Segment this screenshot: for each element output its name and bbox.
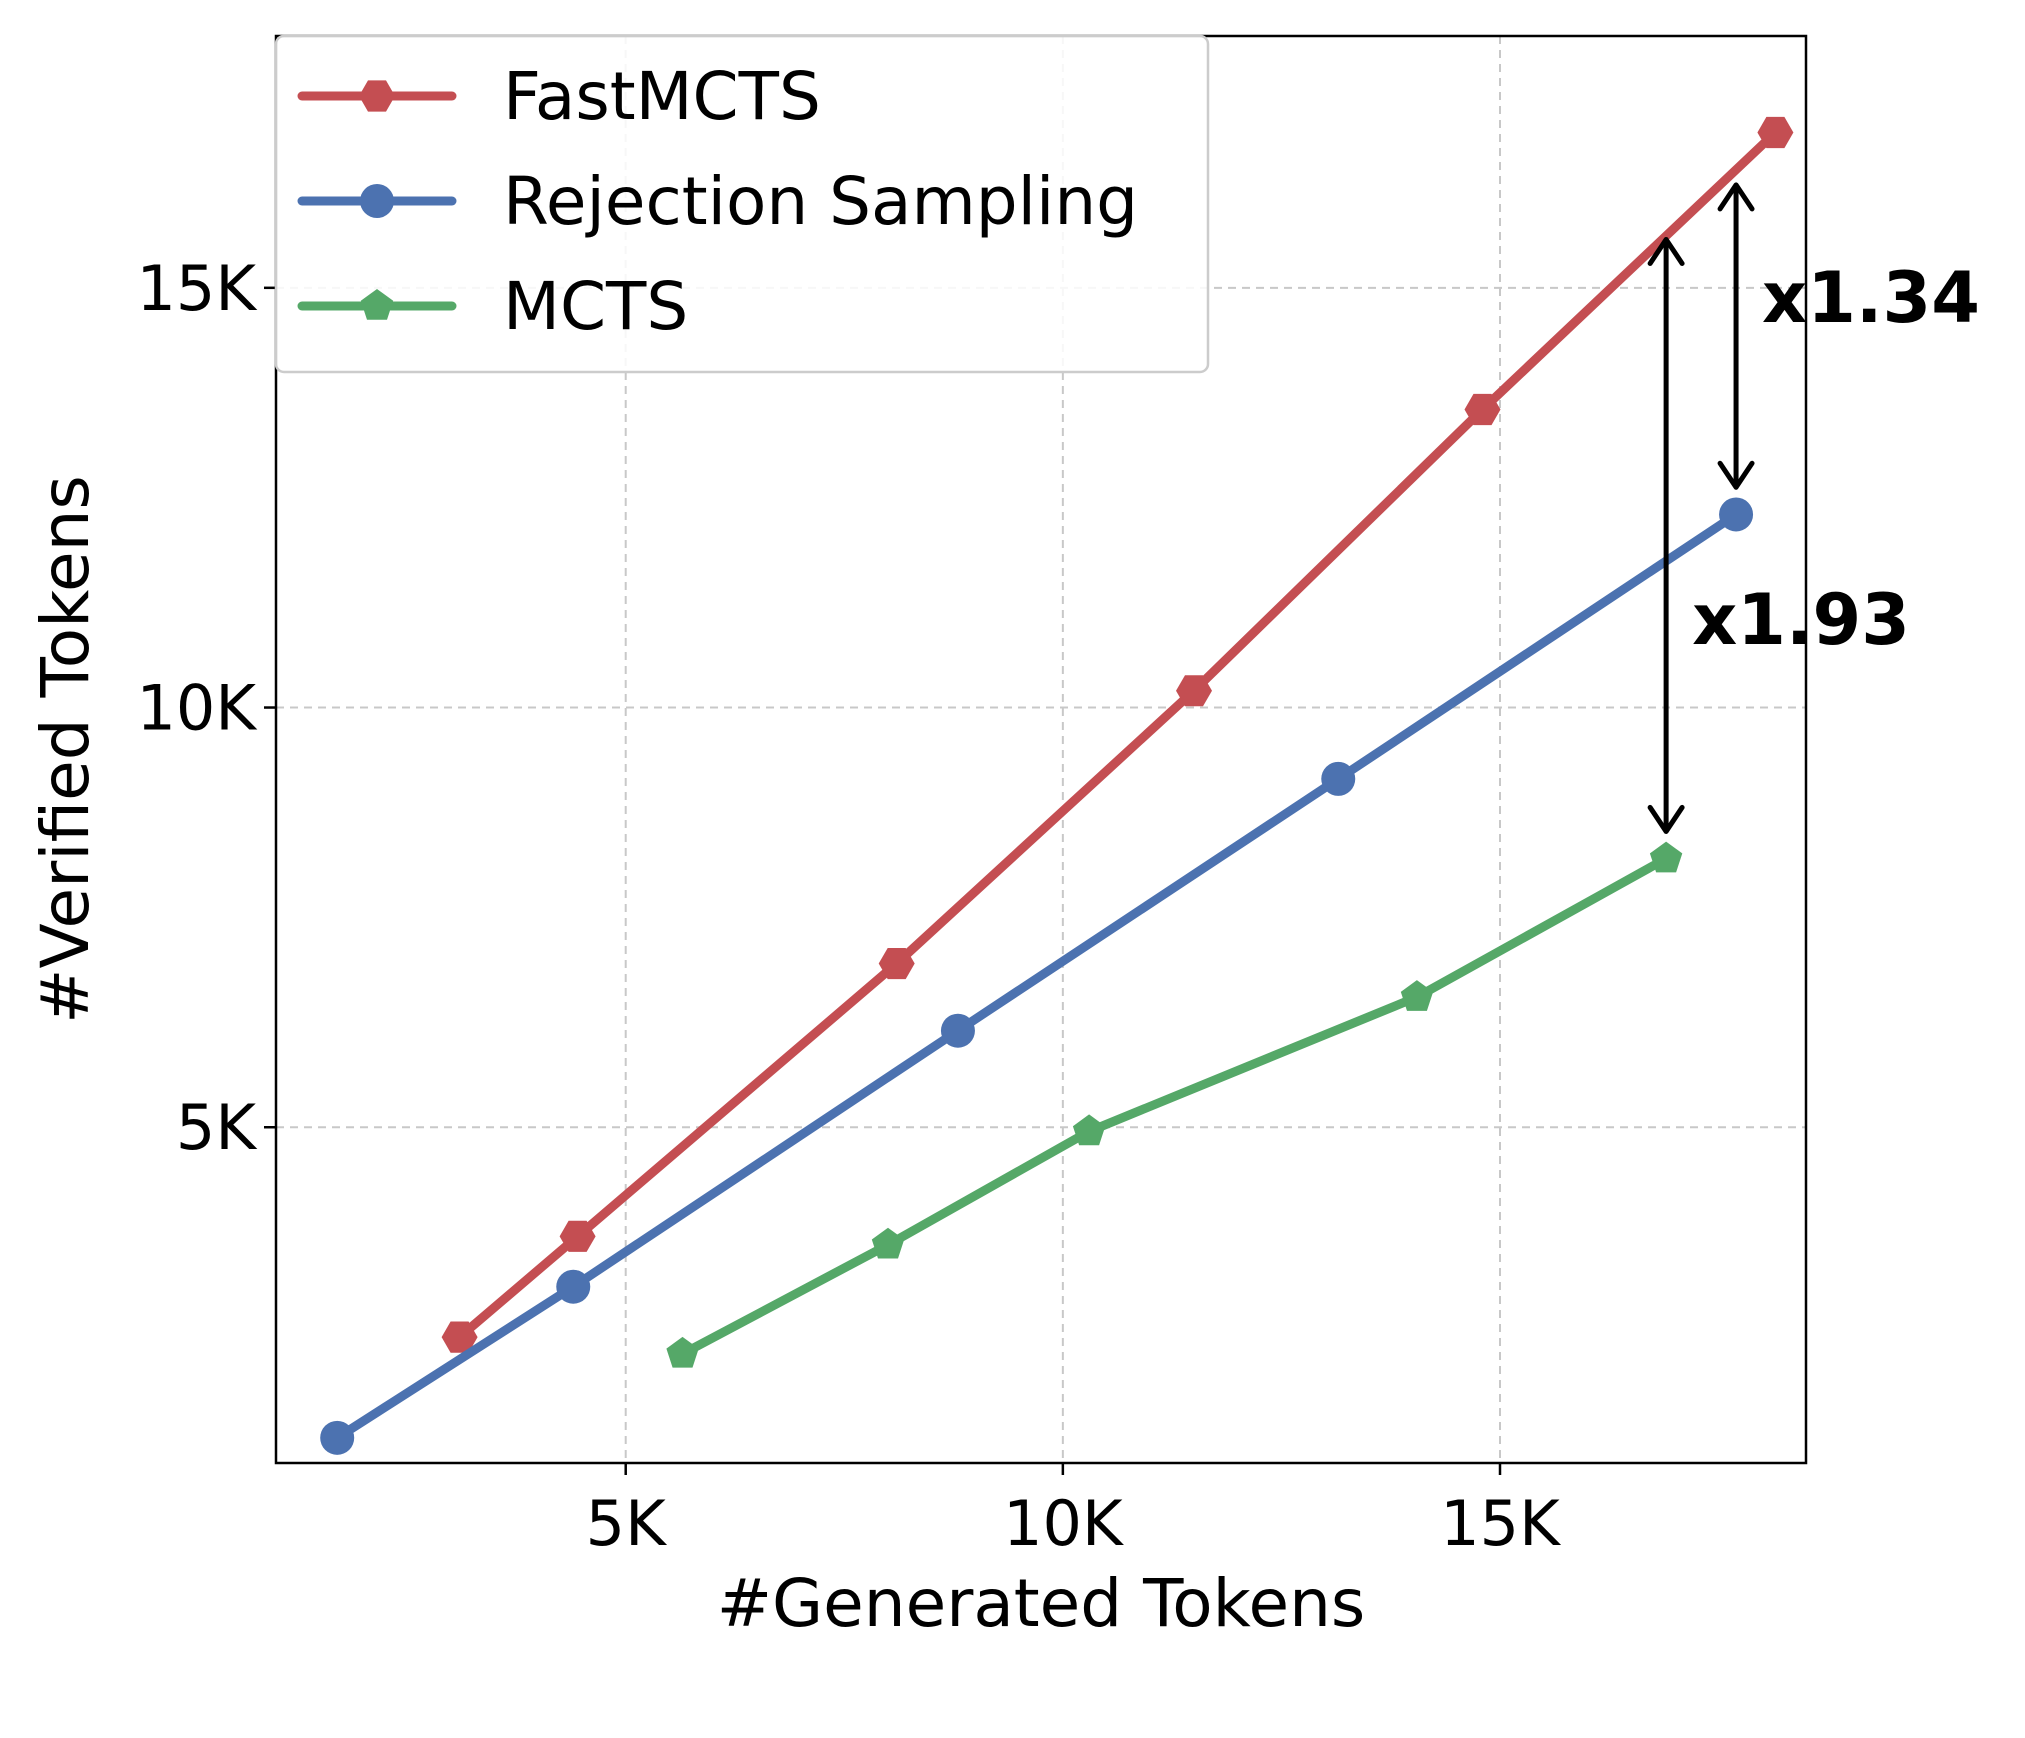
- data-point: [1072, 1114, 1106, 1146]
- legend-marker: [360, 289, 394, 320]
- data-point: [556, 1269, 591, 1304]
- y-tick-label: 15K: [136, 252, 257, 325]
- series-line: [678, 854, 1671, 1359]
- annotation-arrowhead-down: [1717, 460, 1755, 490]
- series-line: [332, 510, 1741, 1443]
- annotation-arrowhead-up: [1647, 236, 1685, 266]
- data-point: [1649, 841, 1683, 873]
- y-tick-label: 5K: [176, 1091, 257, 1164]
- series-rejection-sampling: [320, 497, 1754, 1455]
- data-point: [666, 1336, 699, 1368]
- legend-entry: FastMCTS: [297, 58, 821, 135]
- legend-box: [274, 34, 1210, 374]
- annotation-arrowhead-down: [1647, 804, 1685, 834]
- legend-label: MCTS: [503, 268, 688, 345]
- y-tick-label: 10K: [136, 672, 257, 745]
- data-point: [1176, 675, 1212, 707]
- data-point: [1321, 761, 1356, 796]
- x-tick-label: 5K: [586, 1487, 667, 1560]
- data-point: [559, 1220, 596, 1252]
- data-point: [441, 1321, 478, 1353]
- data-point: [1400, 980, 1434, 1011]
- series-mcts: [666, 841, 1683, 1368]
- data-point: [1757, 116, 1794, 149]
- data-point: [871, 1227, 905, 1259]
- series-fastmcts: [441, 116, 1794, 1353]
- legend-entry: Rejection Sampling: [297, 163, 1138, 240]
- legend-label: FastMCTS: [503, 58, 821, 135]
- ratio-annotation: x1.93: [1647, 236, 1910, 834]
- x-tick-label: 10K: [1003, 1487, 1124, 1560]
- legend-entry: MCTS: [297, 268, 688, 345]
- y-axis-label: #Verified Tokens: [27, 475, 104, 1024]
- annotation-label: x1.34: [1762, 257, 1980, 339]
- data-point: [1464, 393, 1501, 426]
- x-axis-label: #Generated Tokens: [717, 1565, 1366, 1642]
- data-point: [1719, 497, 1754, 532]
- data-point: [320, 1420, 355, 1455]
- ratio-annotation: x1.34: [1717, 182, 1980, 490]
- series-line: [455, 128, 1780, 1342]
- annotations: x1.34 x1.93: [1647, 182, 1980, 834]
- legend: FastMCTS Rejection Sampling MCTS: [274, 34, 1210, 374]
- x-tick-label: 15K: [1440, 1487, 1561, 1560]
- data-point: [878, 948, 915, 980]
- axes: 5K 10K 15K 5K 10K 15K #Generated Tokens #Verifi…: [27, 34, 1808, 1642]
- legend-marker: [360, 184, 394, 218]
- legend-label: Rejection Sampling: [503, 163, 1138, 240]
- annotation-label: x1.93: [1692, 579, 1910, 661]
- series-layer: [320, 116, 1794, 1455]
- annotation-arrowhead-up: [1717, 182, 1755, 212]
- data-point: [940, 1013, 975, 1048]
- legend-marker: [359, 80, 395, 112]
